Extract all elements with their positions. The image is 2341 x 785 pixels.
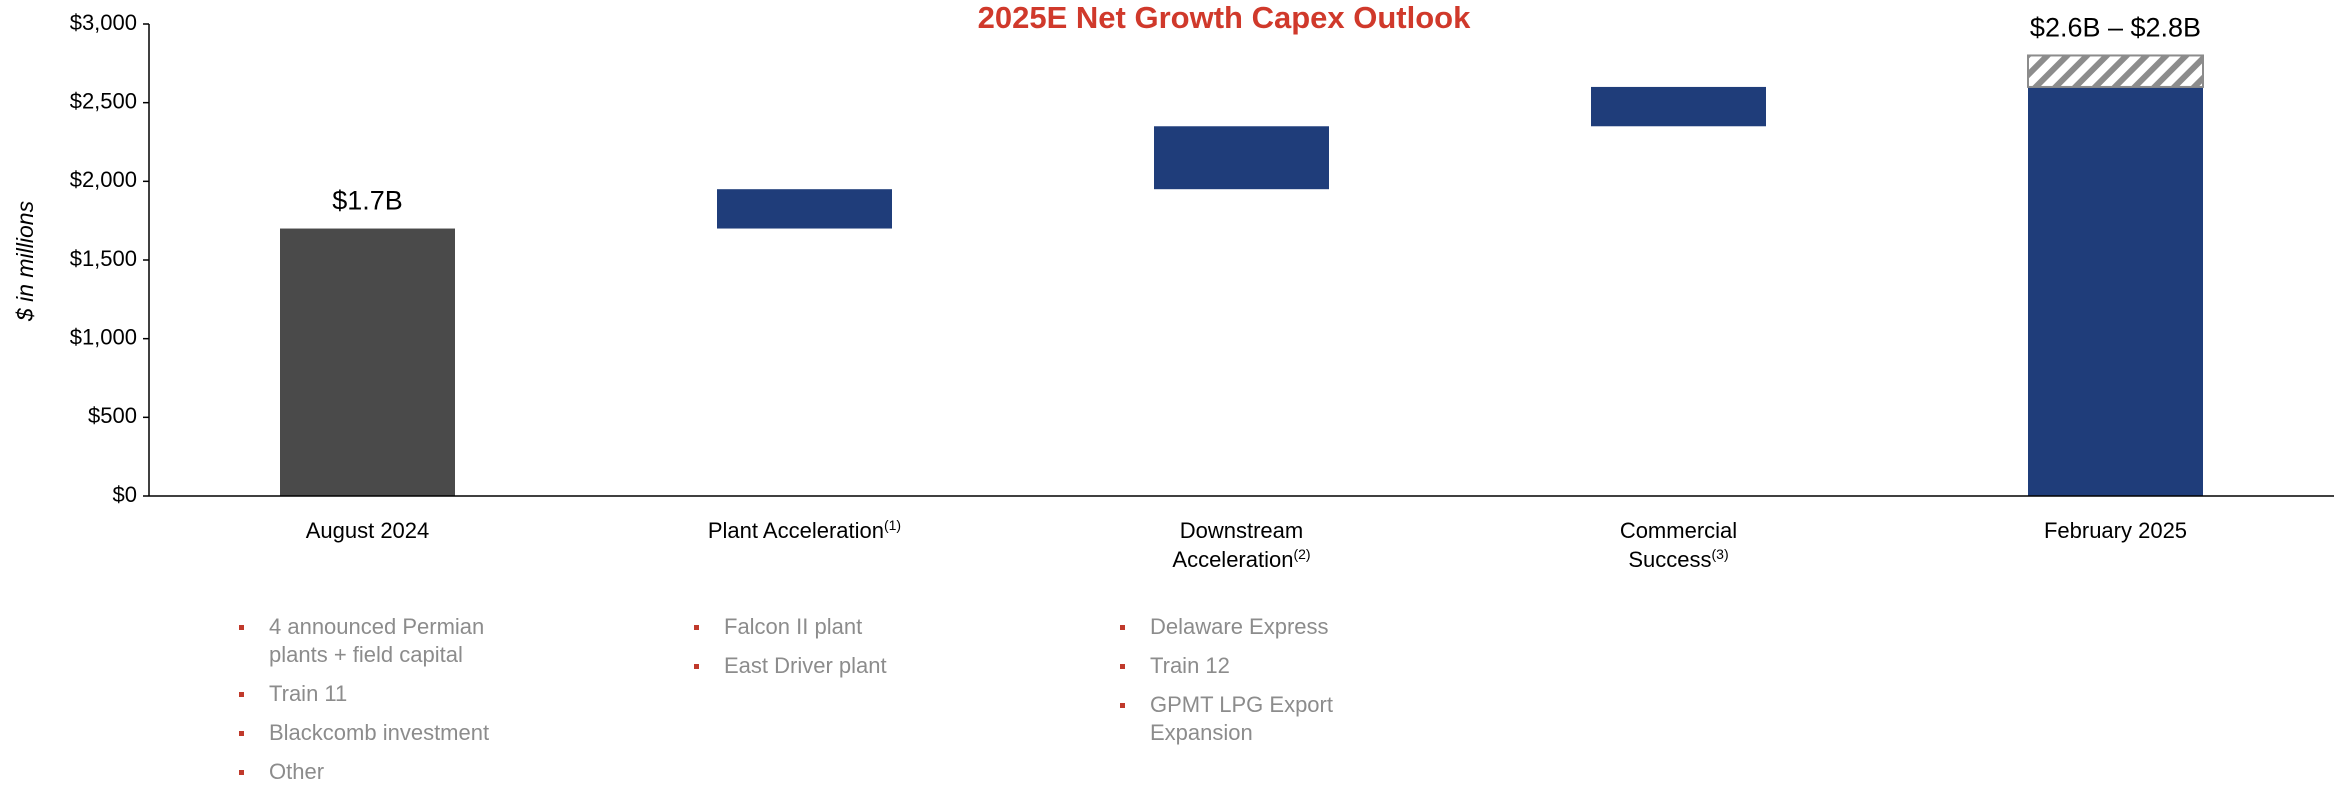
y-tick-label: $2,500 <box>70 88 137 113</box>
y-tick-label: $1,000 <box>70 324 137 349</box>
bar <box>717 189 892 229</box>
y-tick-label: $500 <box>88 403 137 428</box>
y-tick-label: $2,000 <box>70 167 137 192</box>
x-tick-label: Downstream Acceleration(2) <box>1092 516 1392 574</box>
chart-title: 2025E Net Growth Capex Outlook <box>978 0 1471 35</box>
bullet-item: Other <box>239 758 539 785</box>
bullet-list: Delaware Express Train 12 GPMT LPG Export … <box>1120 613 1420 758</box>
y-axis-label: $ in millions <box>12 200 38 322</box>
bar <box>2028 86 2203 496</box>
x-tick-label: Commercial Success(3) <box>1529 516 1829 574</box>
category-text: February 2025 <box>2043 518 2188 543</box>
value-label: $2.6B – $2.8B <box>2030 13 2201 43</box>
y-tick-label: $3,000 <box>70 10 137 35</box>
footnote-marker: (1) <box>883 517 902 533</box>
range-bar <box>2027 54 2204 88</box>
bullet-list: 4 announced Permian plants + field capit… <box>239 613 539 785</box>
x-tick-label: Plant Acceleration(1) <box>655 516 955 545</box>
y-tick-label: $0 <box>113 482 137 507</box>
bullet-item: GPMT LPG Export Expansion <box>1120 691 1420 747</box>
category-text: Plant Acceleration(1) <box>707 517 902 543</box>
bar <box>280 228 455 497</box>
bar <box>1591 86 1766 127</box>
category-text: August 2024 <box>305 518 430 543</box>
footnote-marker: (3) <box>1711 546 1729 562</box>
bullet-list: Falcon II plant East Driver plant <box>694 613 994 691</box>
category-text: Commercial Success(3) <box>1619 518 1738 572</box>
bullet-item: Blackcomb investment <box>239 719 539 747</box>
y-tick-label: $1,500 <box>70 246 137 271</box>
bullet-item: Delaware Express <box>1120 613 1420 641</box>
x-tick-label: February 2025 <box>1966 516 2266 545</box>
bullet-item: Train 12 <box>1120 652 1420 680</box>
bar <box>1154 126 1329 190</box>
bullet-item: East Driver plant <box>694 652 994 680</box>
bullet-item: Train 11 <box>239 680 539 708</box>
footnote-marker: (2) <box>1293 546 1311 562</box>
bullet-item: Falcon II plant <box>694 613 994 641</box>
value-label: $1.7B <box>332 186 403 216</box>
bullet-item: 4 announced Permian plants + field capit… <box>239 613 539 669</box>
x-tick-label: August 2024 <box>218 516 518 545</box>
category-text: Downstream Acceleration(2) <box>1172 518 1311 572</box>
